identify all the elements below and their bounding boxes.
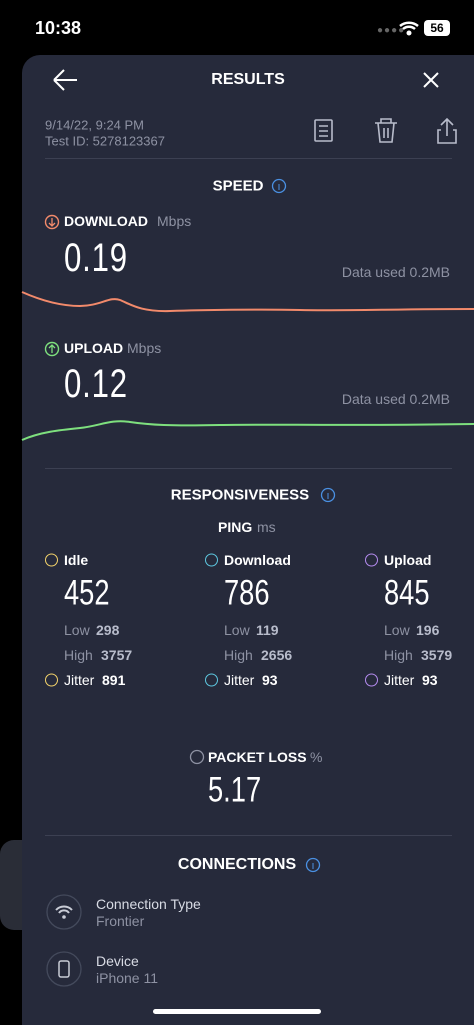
jitter-icon — [365, 673, 378, 687]
download-label: DOWNLOAD — [64, 213, 148, 229]
close-button[interactable] — [423, 72, 439, 88]
status-time: 10:38 — [35, 18, 82, 38]
device-value: iPhone 11 — [96, 970, 159, 986]
low-label: Low — [224, 622, 250, 638]
download-graph — [21, 291, 474, 313]
high-label: High — [64, 647, 93, 663]
jitter-label: Jitter — [224, 672, 255, 688]
section-title: RESPONSIVENESS — [170, 486, 310, 504]
ping-value: 452 — [64, 573, 110, 613]
packet-loss-icon — [189, 749, 205, 765]
home-indicator — [153, 1009, 321, 1014]
jitter-icon — [205, 673, 218, 687]
high-value: 2656 — [261, 647, 293, 663]
info-icon[interactable] — [271, 178, 287, 194]
jitter-value: 93 — [262, 672, 278, 688]
packet-loss-value: 5.17 — [208, 770, 262, 810]
jitter-value: 93 — [422, 672, 438, 688]
connection-label: Connection Type — [96, 896, 201, 912]
report-button[interactable] — [314, 119, 333, 142]
ping-label: Idle — [64, 552, 89, 568]
header-title: RESULTS — [211, 71, 285, 88]
ping-value: 786 — [224, 573, 270, 613]
low-label: Low — [64, 622, 90, 638]
jitter-label: Jitter — [64, 672, 95, 688]
battery: 56 — [430, 21, 444, 35]
info-icon[interactable] — [320, 487, 336, 503]
upload-graph — [21, 420, 474, 441]
results-panel — [22, 55, 474, 1025]
high-value: 3757 — [101, 647, 133, 663]
section-title: CONNECTIONS — [177, 856, 297, 873]
download-value: 0.19 — [64, 236, 128, 280]
share-button[interactable] — [437, 117, 457, 144]
device-icon — [46, 951, 82, 987]
low-value: 119 — [256, 622, 279, 638]
divider — [45, 158, 452, 159]
back-button[interactable] — [53, 69, 77, 91]
high-value: 3579 — [421, 647, 453, 663]
divider — [45, 468, 452, 469]
signal: ●●●● — [377, 25, 406, 36]
high-label: High — [384, 647, 413, 663]
test-id: Test ID: 5278123367 — [45, 133, 165, 149]
low-value: 298 — [96, 622, 120, 638]
ping-icon — [45, 553, 58, 567]
info-icon[interactable] — [305, 857, 321, 873]
upload-label: UPLOAD — [64, 340, 124, 356]
low-value: 196 — [416, 622, 440, 638]
ping-value: 845 — [384, 573, 430, 613]
packet-loss-unit: % — [310, 749, 323, 765]
high-label: High — [224, 647, 253, 663]
status-icons — [399, 20, 450, 36]
low-label: Low — [384, 622, 410, 638]
ping-label: Download — [224, 552, 291, 568]
ping-icon — [365, 553, 378, 567]
jitter-icon — [45, 673, 58, 687]
section-title: SPEED — [212, 177, 264, 195]
connection-value: Frontier — [96, 913, 145, 929]
divider — [45, 835, 452, 836]
download-data-used: Data used 0.2MB — [341, 264, 450, 280]
upload-data-used: Data used 0.2MB — [341, 391, 450, 407]
ping-label: PING — [218, 519, 253, 535]
jitter-value: 891 — [102, 672, 126, 688]
test-date: 9/14/22, 9:24 PM — [45, 117, 145, 133]
wifi-icon — [46, 894, 82, 930]
upload-value: 0.12 — [64, 362, 128, 406]
download-icon — [44, 214, 60, 230]
upload-unit: Mbps — [127, 340, 162, 356]
jitter-label: Jitter — [384, 672, 415, 688]
ping-unit: ms — [257, 519, 276, 535]
delete-button[interactable] — [375, 118, 397, 143]
ping-label: Upload — [384, 552, 432, 568]
download-unit: Mbps — [157, 213, 192, 229]
device-label: Device — [96, 953, 139, 969]
packet-loss-label: PACKET LOSS — [208, 749, 307, 765]
upload-icon — [44, 341, 60, 357]
ping-icon — [205, 553, 218, 567]
